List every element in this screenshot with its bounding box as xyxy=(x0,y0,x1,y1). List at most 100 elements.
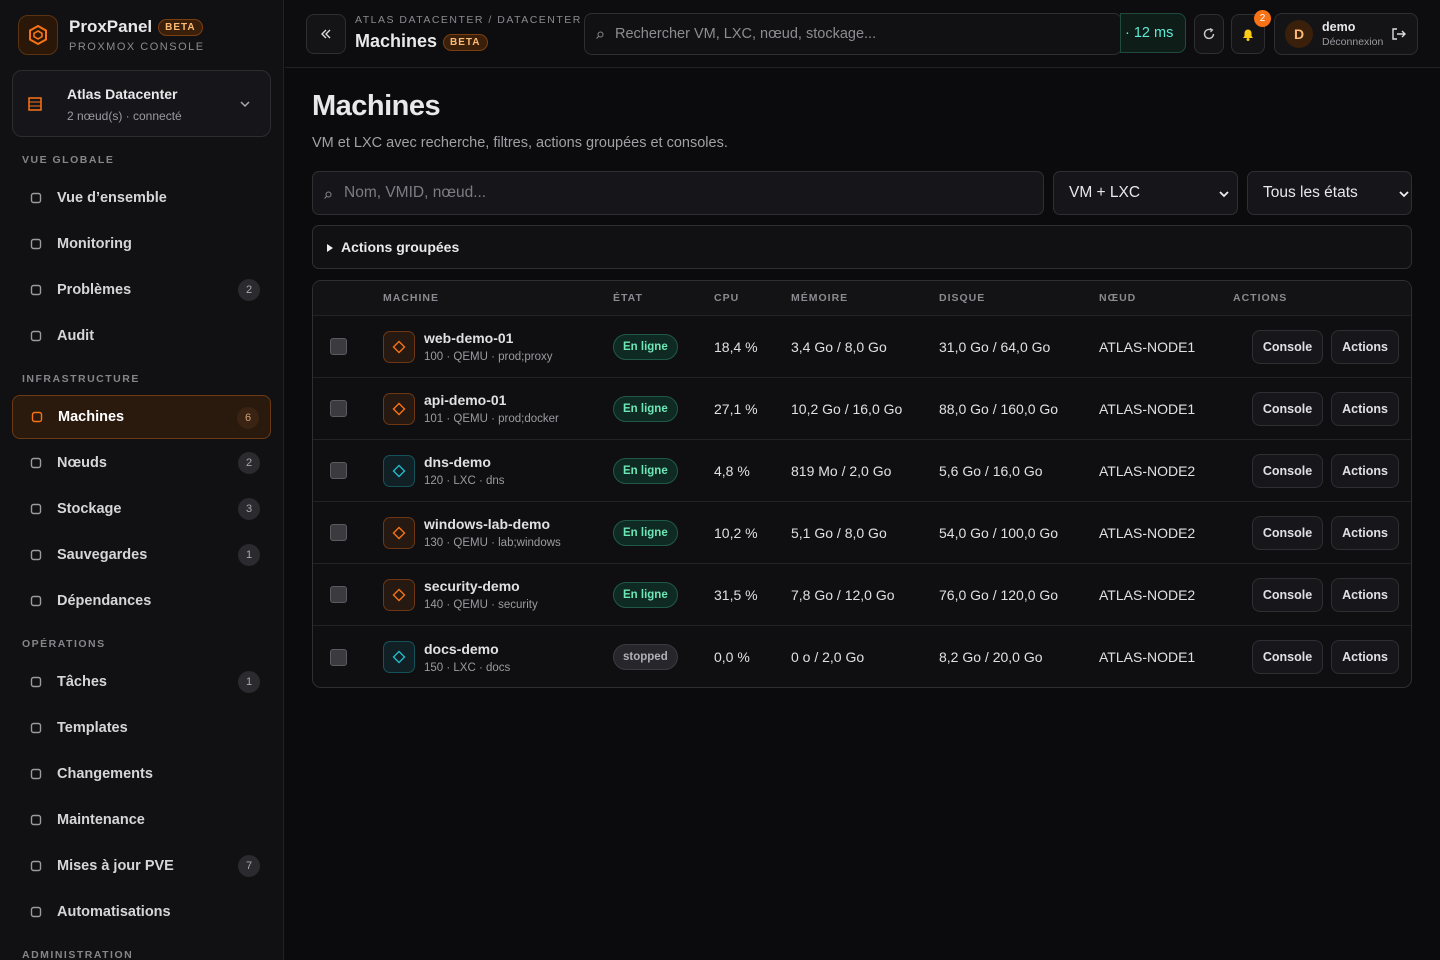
nav-item[interactable]: Maintenance xyxy=(12,798,271,842)
disk-cell: 5,6 Go / 16,0 Go xyxy=(939,462,1043,479)
machine-name[interactable]: api-demo-01 xyxy=(424,392,507,408)
action-button[interactable]: Actions xyxy=(1331,453,1399,488)
brand: ProxPanel BETA xyxy=(69,17,203,37)
machine-name[interactable]: security-demo xyxy=(424,578,520,594)
table-row: security-demo 140 · QEMU · security En lig… xyxy=(313,564,1411,626)
machine-cell: security-demo 140 · QEMU · security xyxy=(383,578,613,611)
nav-item[interactable]: Audit xyxy=(12,314,271,358)
row-checkbox[interactable] xyxy=(330,338,347,355)
row-checkbox[interactable] xyxy=(330,524,347,541)
status-pill: En ligne xyxy=(613,581,678,608)
bulk-actions[interactable]: Actions groupées xyxy=(312,225,1412,269)
type-select[interactable]: VM + LXC xyxy=(1053,171,1238,215)
table-row: dns-demo 120 · LXC · dns En ligne 4,8 % 819 … xyxy=(313,440,1411,502)
machine-meta: 130 · QEMU · lab;windows xyxy=(424,537,561,549)
nav-item[interactable]: Tâches 1 xyxy=(12,660,271,704)
status-pill: En ligne xyxy=(613,333,678,360)
nav-item[interactable]: Machines 6 xyxy=(12,395,271,439)
action-button[interactable]: Console xyxy=(1251,515,1324,550)
nav-item[interactable]: Changements xyxy=(12,752,271,796)
header-cell: MÉMOIRE xyxy=(791,292,849,304)
page-description: VM et LXC avec recherche, filtres, actio… xyxy=(312,135,728,151)
row-checkbox[interactable] xyxy=(330,648,347,666)
disk-cell: 54,0 Go / 100,0 Go xyxy=(939,524,1059,541)
table-row: web-demo-01 100 · QEMU · prod;proxy En lig… xyxy=(313,316,1411,378)
action-button[interactable]: Actions xyxy=(1331,515,1399,550)
datacenter-name: Atlas Datacenter xyxy=(67,86,178,102)
machine-name[interactable]: web-demo-01 xyxy=(424,330,514,346)
node-cell: ATLAS-NODE2 xyxy=(1099,524,1196,541)
header-cell: NŒUD xyxy=(1099,292,1137,304)
nav-item[interactable]: Automatisations xyxy=(12,890,271,934)
action-button[interactable]: Console xyxy=(1251,640,1324,674)
nav-icon xyxy=(29,283,43,297)
global-search-placeholder: Rechercher VM, LXC, nœud, stockage... xyxy=(615,26,877,42)
header-cell: ACTIONS xyxy=(1233,292,1288,304)
node-cell: ATLAS-NODE1 xyxy=(1099,400,1196,417)
actions-cell: Console Actions xyxy=(1233,640,1411,674)
user-menu[interactable]: D demo Déconnexion xyxy=(1274,13,1418,55)
nav-count: 1 xyxy=(238,544,260,566)
header-cell: CPU xyxy=(714,292,740,304)
machine-name[interactable]: dns-demo xyxy=(424,454,491,470)
machine-meta: 150 · LXC · docs xyxy=(424,661,511,674)
row-checkbox[interactable] xyxy=(330,400,347,417)
cpu-cell: 10,2 % xyxy=(714,524,758,541)
action-button[interactable]: Actions xyxy=(1331,329,1399,364)
table-row: docs-demo 150 · LXC · docs stopped 0,0 % 0 o… xyxy=(313,626,1411,687)
row-checkbox[interactable] xyxy=(330,586,347,603)
page-title: Machines xyxy=(312,90,441,122)
machine-cell: web-demo-01 100 · QEMU · prod;proxy xyxy=(383,330,613,363)
machine-name[interactable]: windows-lab-demo xyxy=(424,516,550,532)
filter-input[interactable]: Nom, VMID, nœud... xyxy=(312,171,1044,215)
nav-item[interactable]: Dépendances xyxy=(12,579,271,623)
sidebar: ProxPanel BETA PROXMOX CONSOLE Atlas Data… xyxy=(0,0,284,960)
machine-name[interactable]: docs-demo xyxy=(424,640,499,657)
nav-label: Sauvegardes xyxy=(57,547,148,563)
action-button[interactable]: Console xyxy=(1251,453,1324,488)
nav-label: Mises à jour PVE xyxy=(57,858,174,874)
nav-item[interactable]: Nœuds 2 xyxy=(12,441,271,485)
nav-item[interactable]: Sauvegardes 1 xyxy=(12,533,271,577)
action-button[interactable]: Actions xyxy=(1331,640,1399,674)
state-select[interactable]: Tous les états xyxy=(1247,171,1412,215)
refresh-button[interactable] xyxy=(1194,14,1224,54)
disk-cell: 88,0 Go / 160,0 Go xyxy=(939,400,1059,417)
nav-label: Templates xyxy=(57,720,128,736)
nav-label: Machines xyxy=(58,409,125,425)
nav-item[interactable]: Monitoring xyxy=(12,222,271,266)
breadcrumb: ATLAS DATACENTER / DATACENTER xyxy=(355,14,582,26)
global-search[interactable]: Rechercher VM, LXC, nœud, stockage... xyxy=(584,13,1122,55)
cell xyxy=(313,648,383,666)
memory-cell: 0 o / 2,0 Go xyxy=(791,649,865,665)
status-pill: En ligne xyxy=(613,457,678,484)
action-button[interactable]: Actions xyxy=(1331,577,1399,612)
datacenter-switch[interactable]: Atlas Datacenter 2 nœud(s) · connecté xyxy=(12,70,271,137)
nav-count: 6 xyxy=(237,407,259,429)
machine-icon xyxy=(383,392,415,425)
nav-label: Monitoring xyxy=(57,236,132,252)
actions-cell: Console Actions xyxy=(1233,577,1411,612)
nav-item[interactable]: Stockage 3 xyxy=(12,487,271,531)
cpu-cell: 0,0 % xyxy=(714,649,750,665)
action-button[interactable]: Console xyxy=(1251,329,1324,364)
node-cell: ATLAS-NODE1 xyxy=(1099,338,1196,355)
row-checkbox[interactable] xyxy=(330,462,347,479)
action-button[interactable]: Console xyxy=(1251,391,1324,426)
nav-item[interactable]: Templates xyxy=(12,706,271,750)
notifications-button[interactable]: 2 xyxy=(1231,10,1271,54)
action-button[interactable]: Console xyxy=(1251,577,1324,612)
nav-item[interactable]: Problèmes 2 xyxy=(12,268,271,312)
nav-item[interactable]: Mises à jour PVE 7 xyxy=(12,844,271,888)
collapse-button[interactable] xyxy=(306,14,346,54)
status-pill: En ligne xyxy=(613,519,678,546)
action-button[interactable]: Actions xyxy=(1331,391,1399,426)
datacenter-status: 2 nœud(s) · connecté xyxy=(67,109,182,123)
nav-item[interactable]: Vue d’ensemble xyxy=(12,176,271,220)
topbar-title: Machines BETA xyxy=(355,31,488,52)
machine-text: api-demo-01 101 · QEMU · prod;docker xyxy=(424,392,559,425)
topbar-badge: BETA xyxy=(443,34,488,51)
logout[interactable]: Déconnexion xyxy=(1322,36,1384,48)
nav-label: Dépendances xyxy=(57,593,152,609)
